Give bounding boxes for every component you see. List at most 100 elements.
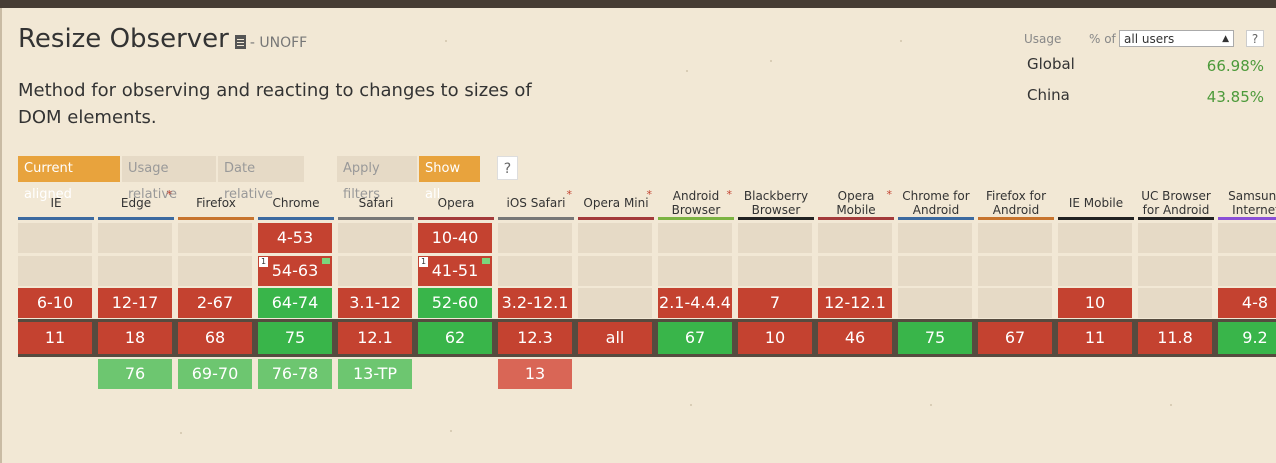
past-version-cell[interactable]: 3.2-12.1 [498, 288, 572, 318]
browser-header[interactable]: IE [18, 188, 94, 220]
past-version-cell[interactable]: 54-63 1 [258, 256, 332, 286]
past-version-cell[interactable]: 4-53 [258, 223, 332, 253]
version-label: 67 [684, 328, 706, 347]
browser-name: Samsung Internet [1228, 189, 1276, 217]
bg-dot [930, 404, 932, 406]
current-version-cell[interactable]: 75 [258, 322, 332, 354]
date-relative-button[interactable]: Date relative [218, 156, 304, 202]
current-version-cell[interactable]: 12.3 [498, 322, 572, 354]
current-version-cell[interactable]: 68 [178, 322, 252, 354]
current-aligned-button[interactable]: Current aligned [18, 156, 120, 202]
past-version-cell[interactable]: 6-10 [18, 288, 92, 318]
current-version-cell[interactable]: 75 [898, 322, 972, 354]
current-version-cell[interactable]: 46 [818, 322, 892, 354]
future-version-cell[interactable]: 69-70 [178, 359, 252, 389]
version-label: 4-53 [276, 228, 314, 247]
browser-column-chrome-for-android: Chrome for Android [898, 188, 974, 220]
browser-header[interactable]: Chrome for Android [898, 188, 974, 220]
browser-color-line [898, 217, 974, 220]
browser-column-uc-browser-for-android: UC Browser for Android [1138, 188, 1214, 220]
future-version-cell[interactable]: 76 [98, 359, 172, 389]
future-version-cell[interactable]: 76-78 [258, 359, 332, 389]
browser-header[interactable]: Blackberry Browser [738, 188, 814, 220]
browser-header[interactable]: iOS Safari * [498, 188, 574, 220]
past-version-cell[interactable]: 12-17 [98, 288, 172, 318]
empty-cell [98, 256, 172, 286]
current-version-cell[interactable]: 18 [98, 322, 172, 354]
past-version-cell[interactable]: 2-67 [178, 288, 252, 318]
past-version-cell[interactable]: 12-12.1 [818, 288, 892, 318]
usage-help-button[interactable]: ? [1246, 30, 1264, 47]
browser-color-line [258, 217, 334, 220]
past-version-cell[interactable]: 3.1-12 [338, 288, 412, 318]
version-label: 2-67 [196, 293, 234, 312]
current-version-cell[interactable]: all [578, 322, 652, 354]
filters-help-button[interactable]: ? [497, 156, 518, 180]
browser-header[interactable]: IE Mobile [1058, 188, 1134, 220]
note-badge: 1 [259, 257, 268, 267]
region-name-china: China [1027, 86, 1070, 104]
empty-cell [978, 256, 1052, 286]
browser-column-samsung-internet: Samsung Internet [1218, 188, 1276, 220]
past-version-cell[interactable]: 4-8 [1218, 288, 1276, 318]
past-version-cell[interactable]: 41-51 1 [418, 256, 492, 286]
current-version-cell[interactable]: 67 [978, 322, 1052, 354]
browser-header[interactable]: Android Browser * [658, 188, 734, 220]
current-version-cell[interactable]: 62 [418, 322, 492, 354]
bg-dot [450, 430, 452, 432]
current-version-cell[interactable]: 11 [18, 322, 92, 354]
current-version-cell[interactable]: 9.2 [1218, 322, 1276, 354]
browser-name: Opera Mobile [836, 189, 876, 217]
past-version-cell[interactable]: 52-60 [418, 288, 492, 318]
past-version-cell[interactable]: 7 [738, 288, 812, 318]
past-version-cell[interactable]: 2.1-4.4.4 [658, 288, 732, 318]
past-version-cell[interactable]: 10 [1058, 288, 1132, 318]
current-version-cell[interactable]: 11 [1058, 322, 1132, 354]
browser-header[interactable]: Firefox for Android [978, 188, 1054, 220]
document-icon[interactable] [234, 35, 246, 49]
browser-header[interactable]: UC Browser for Android [1138, 188, 1214, 220]
past-version-cell[interactable]: 10-40 [418, 223, 492, 253]
current-version-cell[interactable]: 12.1 [338, 322, 412, 354]
current-version-cell[interactable]: 11.8 [1138, 322, 1212, 354]
version-label: 3.1-12 [349, 293, 401, 312]
browser-column-blackberry-browser: Blackberry Browser [738, 188, 814, 220]
version-label: 11 [44, 328, 66, 347]
empty-cell [1138, 288, 1212, 318]
usage-relative-button[interactable]: Usage relative [122, 156, 216, 202]
browser-color-line [338, 217, 414, 220]
browser-header[interactable]: Opera Mobile * [818, 188, 894, 220]
version-label: 7 [769, 293, 781, 312]
apply-filters-button[interactable]: Apply filters [337, 156, 417, 202]
version-label: 62 [444, 328, 466, 347]
browser-header[interactable]: Opera [418, 188, 494, 220]
browser-color-line [1218, 217, 1276, 220]
browser-name: IE [50, 196, 62, 210]
spec-status: - UNOFF [249, 35, 308, 51]
version-label: 69-70 [191, 364, 239, 383]
version-label: 13-TP [352, 364, 398, 383]
browser-header[interactable]: Edge * [98, 188, 174, 220]
browser-name: Firefox for Android [985, 189, 1047, 217]
star-icon: * [566, 188, 573, 201]
future-version-cell[interactable]: 13 [498, 359, 572, 389]
page-title: Resize Observer - UNOFF [18, 24, 307, 54]
version-label: 52-60 [431, 293, 479, 312]
current-version-cell[interactable]: 67 [658, 322, 732, 354]
version-label: 3.2-12.1 [501, 293, 569, 312]
usage-label: Usage [1024, 32, 1062, 46]
show-all-button[interactable]: Show all [419, 156, 480, 202]
usage-select[interactable]: all users ▲ [1119, 30, 1234, 47]
browser-name: iOS Safari [506, 196, 566, 210]
browser-header[interactable]: Chrome [258, 188, 334, 220]
empty-cell [658, 223, 732, 253]
browser-header[interactable]: Opera Mini * [578, 188, 654, 220]
current-version-cell[interactable]: 10 [738, 322, 812, 354]
past-version-cell[interactable]: 64-74 [258, 288, 332, 318]
browser-header[interactable]: Samsung Internet [1218, 188, 1276, 220]
version-label: 10 [764, 328, 786, 347]
region-name-global: Global [1027, 55, 1075, 73]
browser-header[interactable]: Safari [338, 188, 414, 220]
future-version-cell[interactable]: 13-TP [338, 359, 412, 389]
browser-header[interactable]: Firefox [178, 188, 254, 220]
